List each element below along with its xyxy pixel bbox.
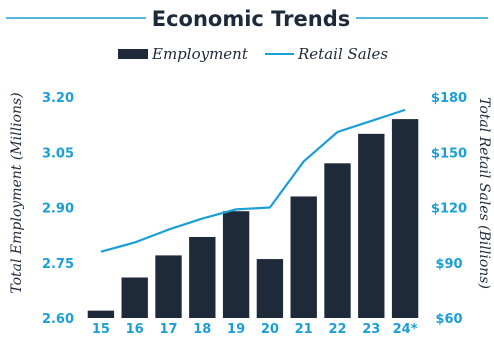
y-tick-left-1: 2.75: [42, 257, 74, 272]
y-axis-title-right: Total Retail Sales (Billions): [476, 97, 492, 289]
x-tick-15: 15: [92, 322, 110, 337]
x-tick-22: 22: [328, 322, 346, 337]
x-tick-16: 16: [126, 322, 144, 337]
retail-sales-line-layer: [100, 108, 406, 253]
chart-title: Economic Trends: [152, 7, 351, 31]
x-tick-17: 17: [159, 322, 177, 337]
y-axis-right-ticks: $60 $90 $120 $150 $180: [431, 91, 467, 327]
y-tick-left-4: 3.20: [42, 91, 74, 106]
employment-bar-17: [155, 255, 182, 318]
y-tick-right-4: $180: [431, 91, 467, 106]
employment-bar-19: [222, 211, 250, 318]
y-tick-right-2: $120: [431, 202, 467, 217]
employment-bar-18: [189, 236, 216, 318]
legend: Employment Retail Sales: [118, 45, 388, 63]
x-tick-19: 19: [227, 322, 245, 337]
x-tick-20: 20: [261, 322, 279, 337]
employment-bar-15: [87, 310, 115, 318]
retail-sales-line: [100, 108, 406, 253]
x-axis-ticks: 15 16 17 18 19 20 21 22 23 24*: [92, 322, 418, 337]
y-axis-title-left: Total Employment (Millions): [9, 92, 25, 293]
y-tick-left-3: 3.05: [42, 146, 74, 161]
employment-bar-16: [121, 277, 148, 318]
employment-bar-24: [391, 119, 419, 318]
x-tick-18: 18: [193, 322, 211, 337]
y-tick-right-0: $60: [435, 312, 462, 327]
y-tick-right-3: $150: [431, 146, 467, 161]
y-tick-right-1: $90: [435, 257, 462, 272]
x-tick-21: 21: [295, 322, 313, 337]
legend-label-employment: Employment: [151, 45, 249, 63]
x-tick-23: 23: [362, 322, 380, 337]
employment-bars: [87, 119, 419, 318]
employment-bar-21: [290, 196, 317, 318]
employment-bar-20: [256, 259, 284, 318]
y-tick-left-2: 2.90: [42, 202, 74, 217]
x-tick-24: 24*: [393, 322, 418, 337]
legend-swatch-employment: [118, 49, 148, 59]
y-axis-left-ticks: 2.60 2.75 2.90 3.05 3.20: [42, 91, 74, 327]
legend-label-retail: Retail Sales: [297, 45, 388, 63]
employment-bar-23: [358, 133, 385, 318]
employment-bar-22: [324, 163, 351, 318]
y-tick-left-0: 2.60: [42, 312, 74, 327]
